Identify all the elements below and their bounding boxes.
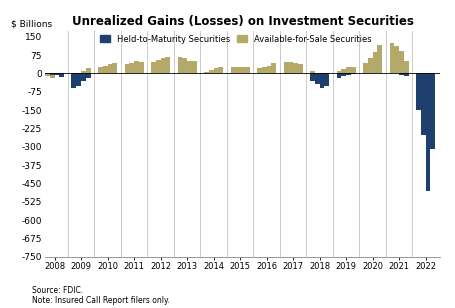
Bar [315,73,319,84]
Bar [341,73,346,76]
Bar [204,72,209,73]
Bar [288,62,293,73]
Text: Source: FDIC.
Note: Insured Call Report filers only.: Source: FDIC. Note: Insured Call Report … [32,286,170,305]
Bar [76,73,81,86]
Bar [416,73,421,76]
Title: Unrealized Gains (Losses) on Investment Securities: Unrealized Gains (Losses) on Investment … [71,15,414,28]
Bar [426,73,430,155]
Bar [346,73,351,75]
Bar [59,73,64,77]
Bar [245,67,250,73]
Bar [426,73,430,191]
Bar [218,67,223,73]
Bar [271,63,276,73]
Bar [351,73,356,74]
Bar [55,73,59,75]
Bar [98,67,103,73]
Bar [394,46,399,73]
Bar [399,51,404,73]
Text: $ Billions: $ Billions [11,19,52,28]
Bar [404,73,409,76]
Bar [416,73,421,110]
Bar [45,73,50,76]
Bar [161,58,165,73]
Bar [192,61,197,73]
Bar [177,57,182,73]
Bar [389,43,394,73]
Bar [129,63,134,73]
Bar [55,73,59,75]
Bar [165,57,170,73]
Bar [298,64,303,73]
Bar [257,68,262,73]
Bar [235,67,240,73]
Bar [337,71,341,73]
Bar [59,73,64,75]
Bar [81,71,86,73]
Bar [341,69,346,73]
Bar [324,73,329,86]
Bar [103,66,107,73]
Bar [378,45,382,73]
Bar [50,73,55,75]
Bar [213,68,218,73]
Bar [76,73,81,76]
Bar [81,73,86,81]
Bar [45,73,50,74]
Bar [182,58,187,73]
Bar [310,71,315,73]
Bar [283,62,288,73]
Bar [399,73,404,75]
Bar [430,73,435,81]
Bar [373,52,378,73]
Bar [310,73,315,81]
Bar [86,68,91,73]
Bar [86,73,91,78]
Bar [151,62,156,73]
Bar [430,73,435,149]
Bar [319,73,324,75]
Bar [368,58,373,73]
Bar [293,63,298,73]
Bar [50,73,55,78]
Bar [267,66,271,73]
Bar [125,64,129,73]
Bar [404,61,409,73]
Bar [351,67,356,73]
Bar [231,67,235,73]
Bar [187,61,192,73]
Bar [71,73,76,87]
Bar [134,61,139,73]
Bar [156,60,161,73]
Bar [71,73,76,77]
Legend: Held-to-Maturity Securities, Available-for-Sale Securities: Held-to-Maturity Securities, Available-f… [101,35,371,44]
Bar [421,73,426,135]
Bar [240,67,245,73]
Bar [363,63,368,73]
Bar [262,67,267,73]
Bar [139,62,144,73]
Bar [319,73,324,87]
Bar [421,73,426,99]
Bar [107,64,112,73]
Bar [209,70,213,73]
Bar [112,63,117,73]
Bar [346,67,351,73]
Bar [337,73,341,78]
Bar [324,73,329,76]
